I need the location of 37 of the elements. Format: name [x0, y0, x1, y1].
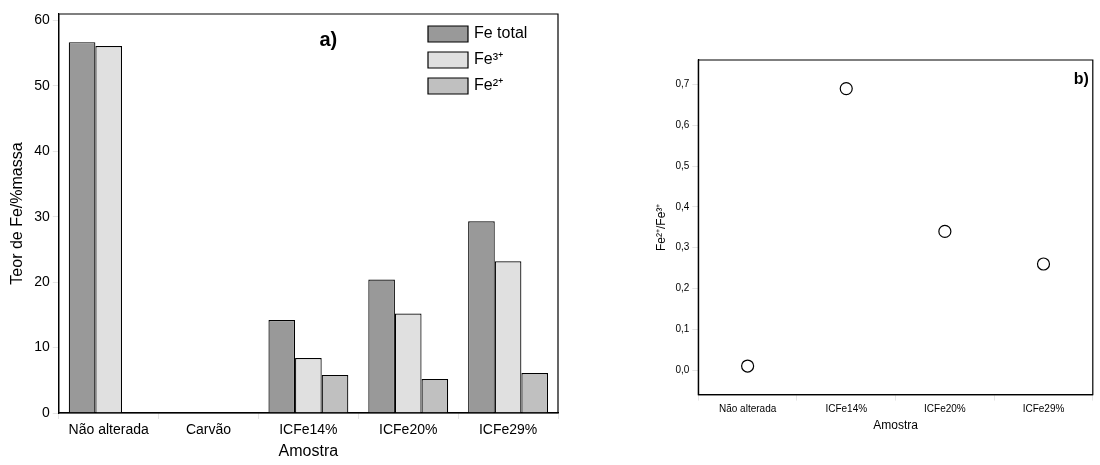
y-tick-label: 0,0	[675, 363, 690, 375]
x-tick-label: Não alterada	[68, 421, 149, 438]
x-axis-title: Amostra	[873, 418, 919, 433]
y-axis-title: Teor de Fe/%massa	[8, 142, 26, 285]
y-tick-label: 60	[34, 11, 50, 28]
x-tick-label: ICFe20%	[379, 421, 438, 438]
annotation: a)	[319, 27, 338, 50]
y-tick-label: 10	[34, 338, 50, 355]
legend-label: Fe³⁺	[474, 50, 503, 68]
y-tick-label: 0,5	[675, 159, 690, 171]
y-tick-label: 0,7	[675, 78, 690, 90]
y-tick-label: 0,3	[675, 241, 690, 253]
y-tick-label: 0,6	[675, 119, 690, 131]
x-tick-label: ICFe14%	[279, 421, 338, 438]
x-tick-label: ICFe20%	[924, 403, 966, 415]
x-tick-label: Carvão	[185, 421, 232, 438]
x-tick-label: ICFe29%	[478, 421, 538, 438]
y-tick-label: 0,1	[675, 323, 690, 335]
annotation: b)	[1073, 70, 1089, 88]
x-axis-title: Amostra	[278, 441, 339, 459]
point	[938, 224, 952, 238]
x-tick-label: ICFe29%	[1022, 403, 1065, 415]
x-tick-label: Não alterada	[718, 403, 777, 415]
point	[839, 81, 853, 96]
legend-label: Fe total	[474, 24, 528, 42]
legend-label: Fe²⁺	[474, 76, 503, 94]
y-tick-label: 30	[34, 207, 50, 224]
point	[741, 359, 755, 373]
y-tick-label: 20	[34, 273, 50, 290]
y-axis-title: Fe²⁺/Fe³⁺	[653, 203, 668, 251]
y-tick-label: 0	[41, 403, 50, 420]
x-tick-label: ICFe14%	[825, 403, 868, 415]
y-tick-label: 0,4	[675, 200, 690, 212]
y-tick-label: 50	[34, 76, 50, 93]
y-tick-label: 40	[34, 142, 50, 159]
y-tick-label: 0,2	[675, 282, 690, 294]
point	[1036, 257, 1051, 271]
